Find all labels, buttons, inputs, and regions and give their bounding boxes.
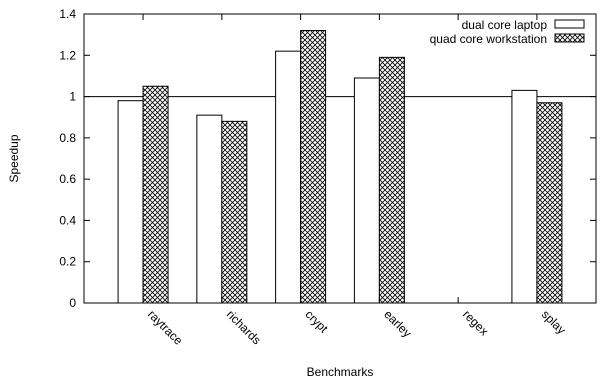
legend-swatch xyxy=(554,19,585,29)
y-axis-title: Speedup xyxy=(7,134,21,182)
plot-area xyxy=(83,13,597,304)
legend-swatch xyxy=(554,33,585,43)
plot-frame xyxy=(83,13,597,304)
y-tick-label: 0.4 xyxy=(59,213,76,227)
y-tick-label: 0.6 xyxy=(59,172,76,186)
bar-quad-core xyxy=(221,120,248,304)
bar-quad-core xyxy=(536,102,563,304)
bar-quad-core xyxy=(142,85,169,304)
y-axis-ticks: 0 0.2 0.4 0.6 0.8 1 1.2 1.4 xyxy=(59,7,596,310)
x-tick-label: earley xyxy=(381,307,414,340)
legend-label: quad core workstation xyxy=(430,32,547,46)
bar-dual-core xyxy=(117,100,144,304)
x-tick-label: richards xyxy=(224,307,264,347)
x-tick-label: crypt xyxy=(302,307,331,336)
bar-dual-core xyxy=(353,77,380,304)
legend-label: dual core laptop xyxy=(462,18,548,32)
y-tick-label: 1 xyxy=(69,90,76,104)
bars xyxy=(117,30,563,304)
y-tick-label: 1.2 xyxy=(59,48,76,62)
y-tick-label: 0 xyxy=(69,296,76,310)
y-tick-label: 1.4 xyxy=(59,7,76,21)
x-tick-label: splay xyxy=(539,307,569,337)
bar-dual-core xyxy=(511,89,538,304)
bar-dual-core xyxy=(196,114,223,304)
bar-quad-core xyxy=(378,56,405,304)
y-tick-label: 0.2 xyxy=(59,255,76,269)
y-tick-label: 0.8 xyxy=(59,131,76,145)
x-tick-label: raytrace xyxy=(145,307,186,348)
bar-dual-core xyxy=(275,50,302,304)
bar-quad-core xyxy=(300,30,327,304)
x-tick-label: regex xyxy=(460,307,491,338)
x-axis-title: Benchmarks xyxy=(307,365,374,379)
